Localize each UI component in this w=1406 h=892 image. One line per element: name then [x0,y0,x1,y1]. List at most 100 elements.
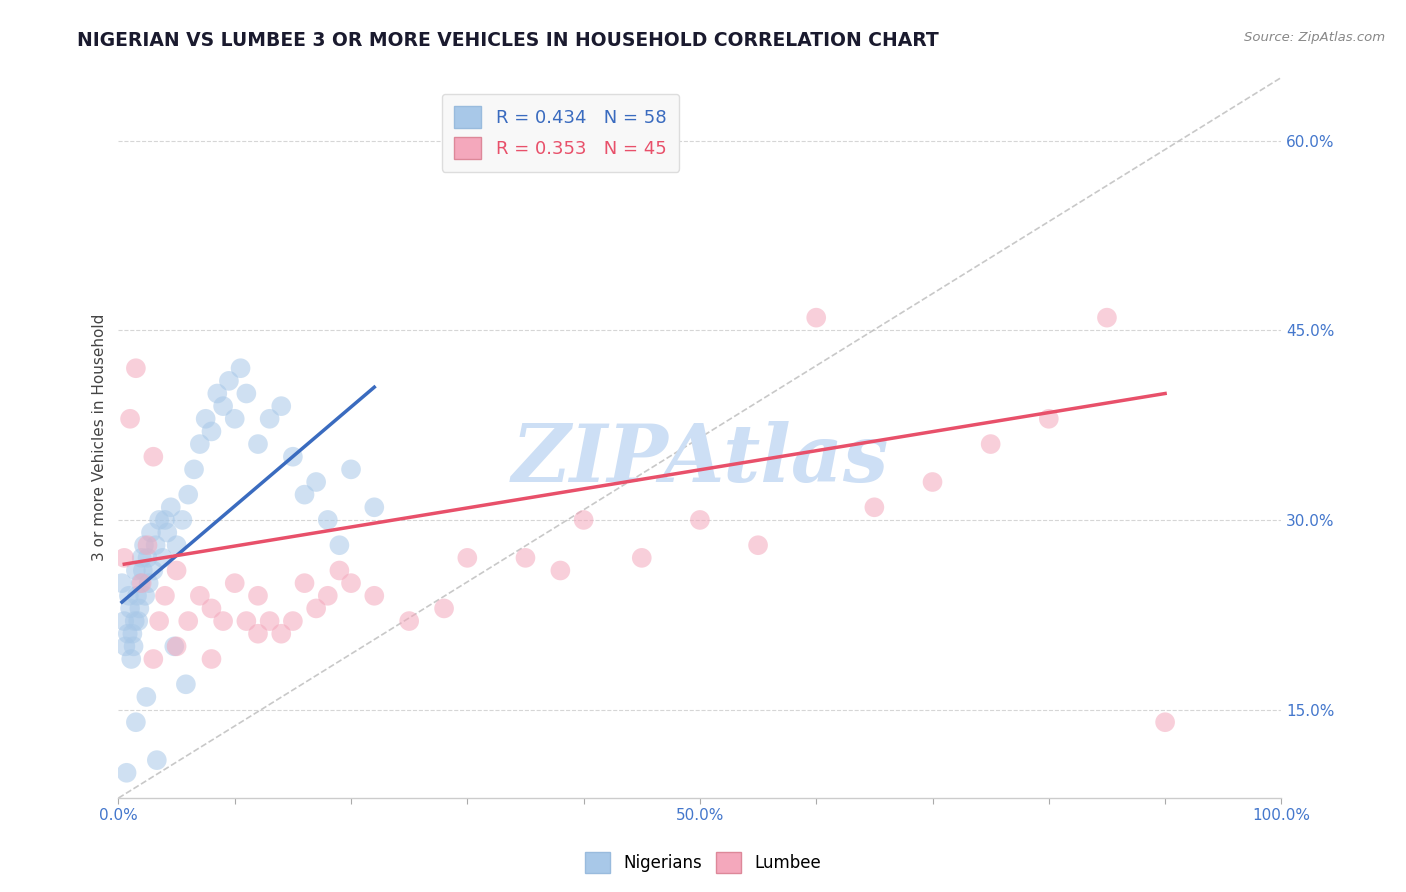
Y-axis label: 3 or more Vehicles in Household: 3 or more Vehicles in Household [93,314,107,561]
Point [224,576,246,591]
Point [1154,715,1177,730]
Point [1095,310,1118,325]
Point [152,550,174,565]
Point [433,601,456,615]
Point [120,601,142,615]
Point [125,564,148,578]
Point [166,538,188,552]
Point [235,386,257,401]
Point [117,626,139,640]
Point [218,374,240,388]
Legend: Nigerians, Lumbee: Nigerians, Lumbee [579,846,827,880]
Text: ZIPAtlas: ZIPAtlas [512,421,889,498]
Point [131,576,153,591]
Point [281,614,304,628]
Point [235,614,257,628]
Point [129,576,152,591]
Point [156,525,179,540]
Point [134,589,156,603]
Point [135,690,157,704]
Point [174,677,197,691]
Point [153,513,176,527]
Point [259,614,281,628]
Point [281,450,304,464]
Legend: R = 0.434   N = 58, R = 0.353   N = 45: R = 0.434 N = 58, R = 0.353 N = 45 [441,94,679,172]
Point [145,538,167,552]
Point [340,462,363,476]
Point [921,475,943,489]
Point [363,500,385,515]
Point [166,640,188,654]
Point [363,589,385,603]
Point [122,640,145,654]
Point [224,411,246,425]
Point [212,614,235,628]
Point [148,513,170,527]
Point [200,425,222,439]
Point [120,652,142,666]
Text: NIGERIAN VS LUMBEE 3 OR MORE VEHICLES IN HOUSEHOLD CORRELATION CHART: NIGERIAN VS LUMBEE 3 OR MORE VEHICLES IN… [77,31,939,50]
Point [572,513,595,527]
Point [132,538,155,552]
Point [142,652,165,666]
Point [115,765,138,780]
Point [172,513,194,527]
Point [398,614,420,628]
Point [316,589,339,603]
Point [121,626,143,640]
Point [127,614,149,628]
Point [177,488,200,502]
Point [138,576,160,591]
Point [305,601,328,615]
Point [166,564,188,578]
Point [747,538,769,552]
Point [159,500,181,515]
Point [270,399,292,413]
Point [183,462,205,476]
Point [148,614,170,628]
Point [689,513,711,527]
Point [246,437,269,451]
Point [139,525,162,540]
Point [142,564,165,578]
Point [125,589,148,603]
Point [229,361,252,376]
Point [112,550,135,565]
Point [163,640,186,654]
Point [146,753,169,767]
Point [118,589,141,603]
Point [246,589,269,603]
Point [194,411,217,425]
Point [200,601,222,615]
Point [340,576,363,591]
Point [131,550,153,565]
Point [630,550,652,565]
Point [294,488,316,502]
Point [305,475,328,489]
Point [114,640,136,654]
Point [550,564,572,578]
Point [177,614,200,628]
Point [328,564,350,578]
Point [456,550,478,565]
Point [125,715,148,730]
Text: Source: ZipAtlas.com: Source: ZipAtlas.com [1244,31,1385,45]
Point [125,361,148,376]
Point [200,652,222,666]
Point [112,614,135,628]
Point [207,386,229,401]
Point [328,538,350,552]
Point [142,450,165,464]
Point [124,614,146,628]
Point [136,538,159,552]
Point [111,576,134,591]
Point [863,500,886,515]
Point [806,310,828,325]
Point [128,601,150,615]
Point [120,411,142,425]
Point [246,626,269,640]
Point [188,437,211,451]
Point [270,626,292,640]
Point [188,589,211,603]
Point [316,513,339,527]
